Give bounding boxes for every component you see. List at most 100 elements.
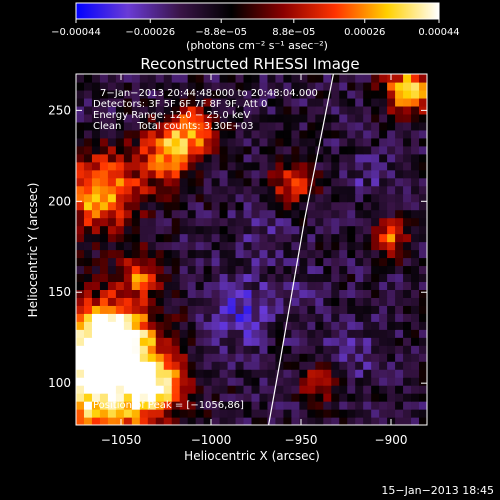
heatmap-cell bbox=[419, 313, 427, 322]
heatmap-cell bbox=[251, 169, 261, 179]
heatmap-cell bbox=[91, 249, 101, 259]
heatmap-cell bbox=[171, 273, 181, 283]
heatmap-cell bbox=[211, 169, 221, 179]
heatmap-cell bbox=[99, 201, 109, 211]
heatmap-cell bbox=[347, 265, 356, 275]
heatmap-cell bbox=[339, 137, 348, 147]
heatmap-cell bbox=[371, 233, 380, 243]
heatmap-cell bbox=[155, 393, 165, 402]
heatmap-cell bbox=[115, 305, 125, 314]
heatmap-cell bbox=[219, 249, 229, 259]
heatmap-cell bbox=[123, 289, 133, 298]
heatmap-cell bbox=[227, 74, 237, 83]
heatmap-cell bbox=[411, 81, 420, 91]
heatmap-cell bbox=[419, 401, 427, 410]
heatmap-cell bbox=[195, 273, 205, 283]
heatmap-cell bbox=[267, 161, 277, 171]
heatmap-cell bbox=[179, 217, 189, 227]
heatmap-cell bbox=[299, 329, 308, 338]
heatmap-cell bbox=[339, 225, 348, 235]
heatmap-cell bbox=[243, 89, 253, 99]
heatmap-cell bbox=[203, 265, 213, 275]
heatmap-cell bbox=[83, 257, 93, 267]
heatmap-cell bbox=[331, 361, 340, 370]
heatmap-cell bbox=[355, 393, 364, 402]
heatmap-cell bbox=[243, 369, 253, 378]
heatmap-cell bbox=[76, 153, 85, 163]
heatmap-cell bbox=[83, 313, 93, 322]
heatmap-cell bbox=[155, 289, 165, 298]
heatmap-cell bbox=[315, 225, 324, 235]
heatmap-cell bbox=[347, 169, 356, 179]
heatmap-cell bbox=[371, 137, 380, 147]
heatmap-cell bbox=[187, 225, 197, 235]
heatmap-cell bbox=[251, 337, 261, 346]
heatmap-cell bbox=[187, 153, 197, 163]
heatmap-cell bbox=[331, 385, 340, 394]
heatmap-cell bbox=[139, 297, 149, 306]
heatmap-cell bbox=[323, 265, 332, 275]
heatmap-cell bbox=[203, 169, 213, 179]
heatmap-cell bbox=[331, 105, 340, 115]
heatmap-cell bbox=[219, 265, 229, 275]
heatmap-cell bbox=[411, 369, 420, 378]
heatmap-cell bbox=[99, 74, 109, 83]
heatmap-cell bbox=[235, 393, 245, 402]
heatmap-cell bbox=[323, 273, 332, 283]
heatmap-cell bbox=[211, 121, 221, 131]
heatmap-cell bbox=[291, 161, 300, 171]
heatmap-cell bbox=[235, 273, 245, 283]
heatmap-cell bbox=[395, 281, 404, 290]
heatmap-cell bbox=[243, 361, 253, 370]
heatmap-cell bbox=[363, 105, 372, 115]
heatmap-cell bbox=[411, 129, 420, 139]
heatmap-cell bbox=[291, 313, 300, 322]
heatmap-cell bbox=[115, 337, 125, 346]
heatmap-cell bbox=[419, 249, 427, 259]
heatmap-cell bbox=[339, 329, 348, 338]
heatmap-cell bbox=[299, 377, 308, 386]
heatmap-cell bbox=[267, 249, 277, 259]
heatmap-cell bbox=[131, 233, 141, 243]
heatmap-cell bbox=[91, 305, 101, 314]
heatmap-cell bbox=[107, 129, 117, 139]
heatmap-cell bbox=[275, 321, 285, 330]
heatmap-cell bbox=[83, 193, 93, 203]
heatmap-cell bbox=[227, 329, 237, 338]
heatmap-cell bbox=[115, 169, 125, 179]
heatmap-cell bbox=[379, 185, 388, 195]
heatmap-cell bbox=[403, 377, 412, 386]
heatmap-cell bbox=[219, 321, 229, 330]
heatmap-cell bbox=[411, 161, 420, 171]
heatmap-cell bbox=[139, 265, 149, 275]
heatmap-cell bbox=[323, 377, 332, 386]
heatmap-cell bbox=[115, 225, 125, 235]
heatmap-cell bbox=[235, 265, 245, 275]
heatmap-cell bbox=[331, 209, 340, 219]
heatmap-cell bbox=[83, 329, 93, 338]
heatmap-cell bbox=[203, 89, 213, 99]
heatmap-cell bbox=[243, 321, 253, 330]
heatmap-cell bbox=[347, 281, 356, 290]
heatmap-cell bbox=[363, 337, 372, 346]
heatmap-cell bbox=[379, 217, 388, 227]
heatmap-cell bbox=[171, 401, 181, 410]
heatmap-cell bbox=[387, 241, 396, 251]
heatmap-cell bbox=[411, 209, 420, 219]
heatmap-cell bbox=[171, 185, 181, 195]
heatmap-cell bbox=[419, 145, 427, 155]
heatmap-cell bbox=[123, 417, 133, 425]
heatmap-cell bbox=[203, 249, 213, 259]
heatmap-cell bbox=[347, 161, 356, 171]
heatmap-cell bbox=[363, 297, 372, 306]
heatmap-cell bbox=[291, 337, 300, 346]
heatmap-cell bbox=[219, 89, 229, 99]
heatmap-cell bbox=[411, 297, 420, 306]
heatmap-cell bbox=[235, 169, 245, 179]
heatmap-cell bbox=[139, 97, 149, 107]
heatmap-cell bbox=[211, 241, 221, 251]
heatmap-cell bbox=[251, 385, 261, 394]
heatmap-cell bbox=[283, 161, 292, 171]
heatmap-cell bbox=[267, 225, 277, 235]
heatmap-cell bbox=[379, 297, 388, 306]
